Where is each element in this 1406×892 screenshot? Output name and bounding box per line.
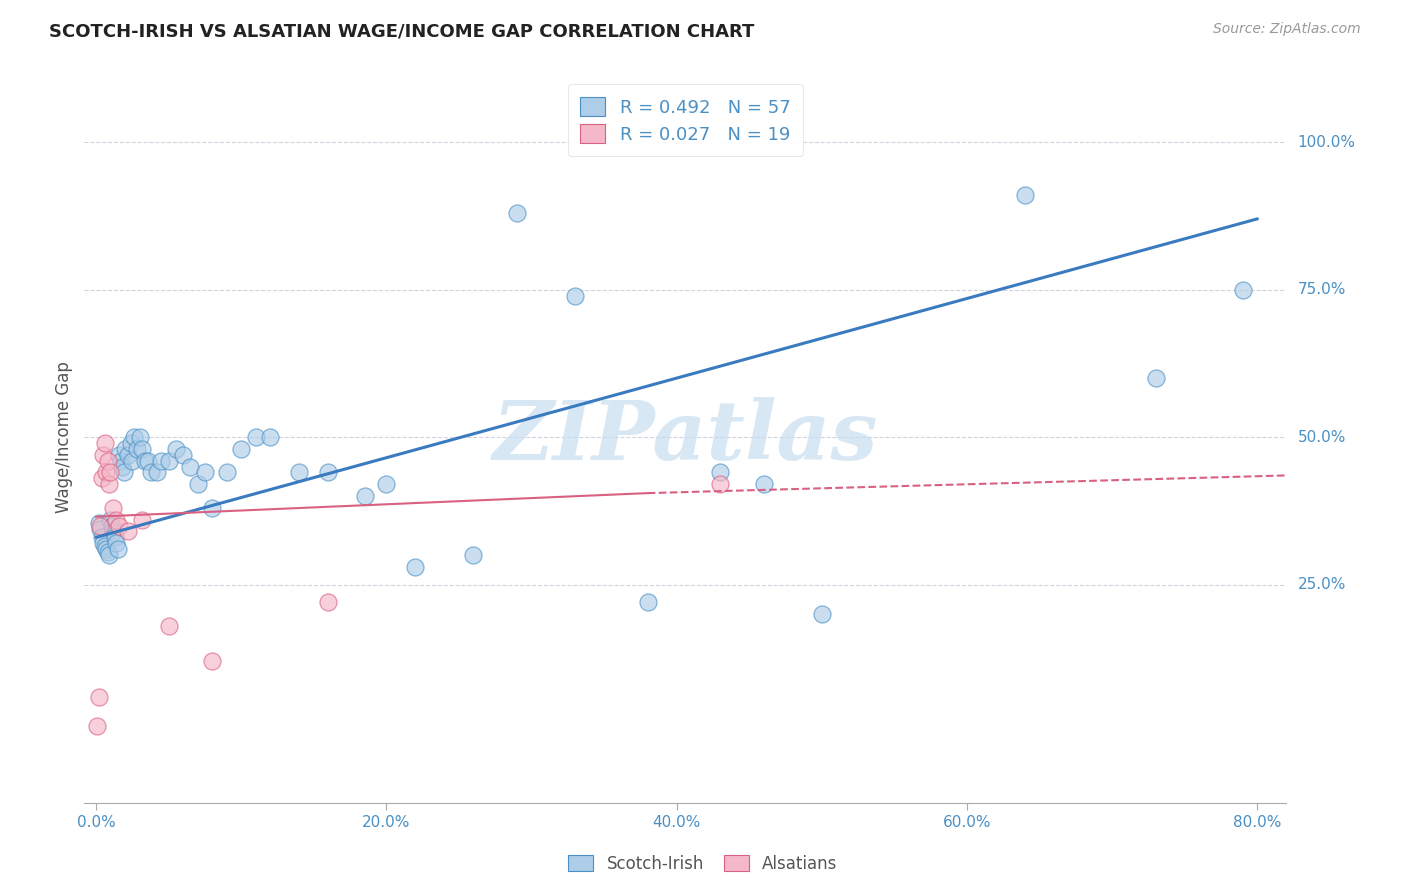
Point: [93, 436, 115, 450]
Text: ZIPatlas: ZIPatlas: [492, 397, 879, 477]
Point: [94, 466, 117, 480]
Point: [157, 453, 180, 467]
Point: [104, 530, 127, 544]
Point: [108, 518, 131, 533]
Point: [87, 690, 110, 704]
Point: [187, 477, 209, 491]
Point: [353, 489, 375, 503]
Point: [134, 453, 156, 467]
Point: [375, 477, 398, 491]
Point: [90, 530, 112, 544]
Point: [172, 448, 194, 462]
Point: [752, 477, 775, 491]
Point: [112, 466, 135, 480]
Point: [111, 459, 134, 474]
Point: [97, 453, 120, 467]
Point: [201, 654, 224, 668]
Text: 100.0%: 100.0%: [1298, 135, 1355, 150]
Point: [105, 536, 128, 550]
Point: [165, 442, 187, 456]
Point: [288, 466, 311, 480]
Point: [316, 466, 339, 480]
Point: [231, 442, 253, 456]
Point: [141, 466, 163, 480]
Point: [463, 548, 485, 562]
Point: [107, 542, 129, 557]
Point: [506, 206, 529, 220]
Point: [131, 442, 153, 456]
Point: [637, 595, 659, 609]
Point: [114, 442, 136, 456]
Point: [100, 466, 122, 480]
Point: [91, 536, 114, 550]
Legend: Scotch-Irish, Alsatians: Scotch-Irish, Alsatians: [561, 848, 845, 880]
Text: Source: ZipAtlas.com: Source: ZipAtlas.com: [1213, 22, 1361, 37]
Point: [194, 466, 217, 480]
Point: [105, 513, 128, 527]
Point: [564, 288, 586, 302]
Point: [136, 453, 159, 467]
Point: [1232, 283, 1254, 297]
Point: [97, 545, 120, 559]
Legend: R = 0.492   N = 57, R = 0.027   N = 19: R = 0.492 N = 57, R = 0.027 N = 19: [568, 84, 803, 156]
Point: [146, 466, 169, 480]
Point: [100, 513, 122, 527]
Point: [709, 477, 731, 491]
Point: [125, 442, 148, 456]
Point: [86, 719, 108, 733]
Point: [1144, 371, 1167, 385]
Text: 50.0%: 50.0%: [1298, 430, 1346, 444]
Point: [811, 607, 834, 621]
Point: [94, 542, 117, 557]
Point: [98, 548, 121, 562]
Point: [117, 448, 139, 462]
Text: 25.0%: 25.0%: [1298, 577, 1346, 592]
Point: [117, 524, 139, 539]
Point: [404, 559, 426, 574]
Point: [89, 522, 111, 536]
Text: SCOTCH-IRISH VS ALSATIAN WAGE/INCOME GAP CORRELATION CHART: SCOTCH-IRISH VS ALSATIAN WAGE/INCOME GAP…: [49, 22, 755, 40]
Point: [98, 477, 121, 491]
Y-axis label: Wage/Income Gap: Wage/Income Gap: [55, 361, 73, 513]
Point: [89, 518, 111, 533]
Point: [108, 448, 131, 462]
Point: [245, 430, 267, 444]
Point: [215, 466, 238, 480]
Point: [709, 466, 731, 480]
Point: [90, 471, 112, 485]
Point: [201, 500, 224, 515]
Point: [101, 518, 124, 533]
Point: [316, 595, 339, 609]
Point: [91, 448, 114, 462]
Point: [122, 430, 145, 444]
Point: [103, 524, 125, 539]
Point: [87, 516, 110, 530]
Point: [110, 453, 132, 467]
Point: [128, 430, 150, 444]
Point: [1014, 188, 1036, 202]
Point: [93, 539, 115, 553]
Point: [259, 430, 281, 444]
Point: [157, 619, 180, 633]
Text: 75.0%: 75.0%: [1298, 282, 1346, 297]
Point: [121, 453, 143, 467]
Point: [150, 453, 173, 467]
Point: [103, 500, 125, 515]
Point: [179, 459, 201, 474]
Point: [120, 436, 142, 450]
Point: [131, 513, 153, 527]
